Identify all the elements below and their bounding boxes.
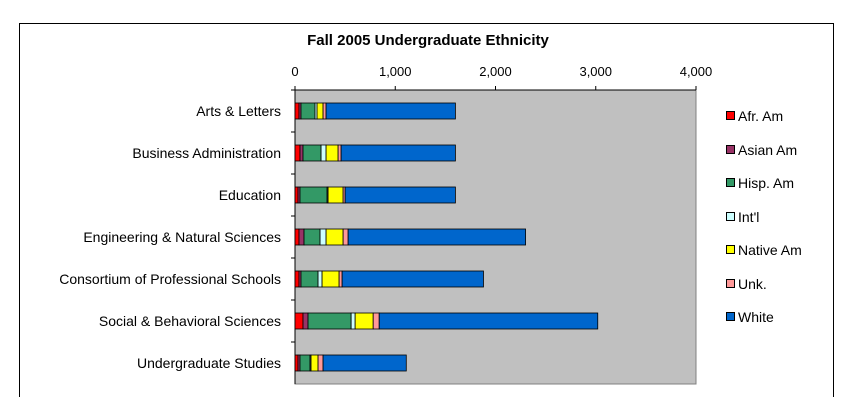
bar-segment xyxy=(341,270,484,288)
category-label: Business Administration xyxy=(132,145,281,161)
bar-segment xyxy=(294,228,300,246)
x-tick-label: 3,000 xyxy=(579,64,612,79)
legend-label: Afr. Am xyxy=(738,108,784,124)
bar-segment xyxy=(294,312,304,330)
x-tick-label: 2,000 xyxy=(479,64,512,79)
x-tick-label: 0 xyxy=(291,64,298,79)
bar-segment xyxy=(340,144,456,162)
category-label: Arts & Letters xyxy=(196,103,281,119)
bar-segment xyxy=(372,312,380,330)
bar-segment xyxy=(294,270,300,288)
bar-segment xyxy=(298,228,305,246)
legend-label: Asian Am xyxy=(738,141,798,158)
bar-segment xyxy=(354,312,374,330)
bar-segment xyxy=(302,312,309,330)
legend-label: Hisp. Am xyxy=(738,175,795,191)
bar-segment xyxy=(299,354,311,372)
bar-segment xyxy=(320,144,327,162)
x-tick-label: 1,000 xyxy=(379,64,412,79)
legend-swatch xyxy=(726,211,735,221)
legend-swatch xyxy=(726,111,735,120)
legend-swatch xyxy=(726,144,735,154)
legend-label: Native Am xyxy=(738,242,802,258)
category-label: Engineering & Natural Sciences xyxy=(83,229,281,245)
bar-segment xyxy=(294,144,301,162)
bar-segment xyxy=(325,102,456,120)
bar-segment xyxy=(342,228,349,246)
bar-segment xyxy=(347,228,526,246)
category-label: Education xyxy=(219,187,281,203)
legend-swatch xyxy=(726,245,735,254)
bar-segment xyxy=(294,186,299,204)
bar-segment xyxy=(316,102,324,120)
legend-swatch xyxy=(726,178,735,187)
x-tick-label: 4,000 xyxy=(680,64,713,79)
legend-label: White xyxy=(738,309,774,325)
bar-segment xyxy=(303,228,321,246)
bar-segment xyxy=(294,102,300,120)
legend-swatch xyxy=(726,312,735,321)
bar-segment xyxy=(338,270,343,288)
bar-segment xyxy=(325,228,344,246)
category-label: Undergraduate Studies xyxy=(137,355,281,371)
category-label: Social & Behavioral Sciences xyxy=(99,313,281,329)
bar-segment xyxy=(378,312,599,330)
bar-segment xyxy=(299,186,328,204)
bar-segment xyxy=(319,228,327,246)
bar-segment xyxy=(294,354,299,372)
chart-title: Fall 2005 Undergraduate Ethnicity xyxy=(307,32,549,49)
bar-segment xyxy=(299,144,304,162)
bar-segment xyxy=(344,186,456,204)
bar-segment xyxy=(350,312,356,330)
category-label: Consortium of Professional Schools xyxy=(59,271,281,287)
legend-label: Int'l xyxy=(738,208,760,225)
bar-segment xyxy=(307,312,352,330)
bar-segment xyxy=(325,144,339,162)
bar-segment xyxy=(310,354,319,372)
bar-segment xyxy=(317,354,324,372)
legend-swatch xyxy=(726,278,735,288)
legend-label: Unk. xyxy=(738,275,767,292)
bar-segment xyxy=(317,270,323,288)
bar-segment xyxy=(327,186,344,204)
bar-segment xyxy=(300,270,319,288)
bar-segment xyxy=(322,102,327,120)
bar-segment xyxy=(322,354,407,372)
bar-segment xyxy=(337,144,342,162)
bar-segment xyxy=(321,270,340,288)
bar-segment xyxy=(302,144,322,162)
bar-segment xyxy=(300,102,316,120)
